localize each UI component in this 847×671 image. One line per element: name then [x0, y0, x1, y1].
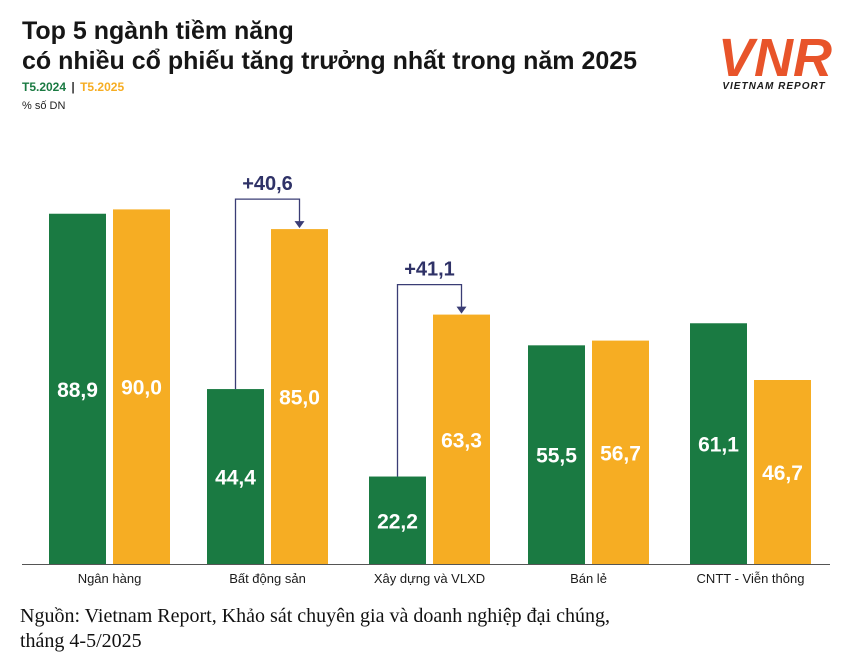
legend-series-2025: T5.2025 [80, 80, 125, 94]
logo-letters: VNR [718, 28, 832, 88]
difference-bracket [396, 283, 463, 477]
bar-2024-4 [690, 323, 747, 564]
bar-2025-4 [754, 380, 811, 564]
bar-2025-0 [113, 209, 170, 564]
bar-value-label: 88,9 [57, 379, 98, 402]
unit-label: % số DN [22, 100, 66, 112]
bar-value-label: 46,7 [762, 462, 803, 485]
bar-value-label: 85,0 [279, 387, 320, 410]
bar-value-label: 61,1 [698, 434, 739, 457]
bar-value-label: 56,7 [600, 442, 641, 465]
logo-text: VIETNAM REPORT [722, 81, 826, 92]
category-label: Xây dựng và VLXD [374, 571, 485, 586]
bar-2025-2 [433, 314, 490, 564]
bar-value-label: 22,2 [377, 510, 418, 533]
difference-arrowhead [456, 306, 467, 314]
bar-2025-1 [271, 229, 328, 564]
category-label: Ngân hàng [78, 571, 142, 586]
difference-bracket [234, 198, 301, 390]
bar-2024-1 [207, 389, 264, 564]
bar-2025-3 [592, 340, 649, 564]
difference-label: +41,1 [404, 259, 455, 281]
bar-chart: 88,9 90,0 Ngân hàng 44,4 85,0 Bất động sản 22,… [22, 173, 830, 586]
bar-value-label: 63,3 [441, 429, 482, 452]
source-line-2: tháng 4-5/2025 [20, 630, 142, 652]
category-label: CNTT - Viễn thông [697, 571, 805, 586]
bar-2024-3 [528, 345, 585, 564]
bar-value-label: 90,0 [121, 377, 162, 400]
difference-label: +40,6 [242, 173, 293, 195]
bar-value-label: 44,4 [215, 467, 256, 490]
title-line-2: có nhiều cổ phiếu tăng trưởng nhất trong… [22, 47, 638, 75]
title-line-1: Top 5 ngành tiềm năng [22, 17, 294, 45]
legend-separator: | [71, 80, 75, 94]
difference-arrowhead [294, 221, 305, 229]
bar-value-label: 55,5 [536, 445, 577, 468]
vnr-logo: VNR [718, 28, 832, 88]
legend-series-2024: T5.2024 [22, 80, 67, 94]
source-note: Nguồn: Vietnam Report, Khảo sát chuyên g… [20, 604, 820, 654]
source-line-1: Nguồn: Vietnam Report, Khảo sát chuyên g… [20, 605, 610, 627]
bar-2024-2 [369, 476, 426, 564]
category-label: Bán lẻ [570, 571, 607, 586]
chart-title: Top 5 ngành tiềm năng có nhiều cổ phiếu … [22, 16, 637, 76]
legend: T5.2024 | T5.2025 [22, 80, 124, 94]
category-label: Bất động sản [229, 571, 306, 586]
bar-2024-0 [49, 213, 106, 564]
